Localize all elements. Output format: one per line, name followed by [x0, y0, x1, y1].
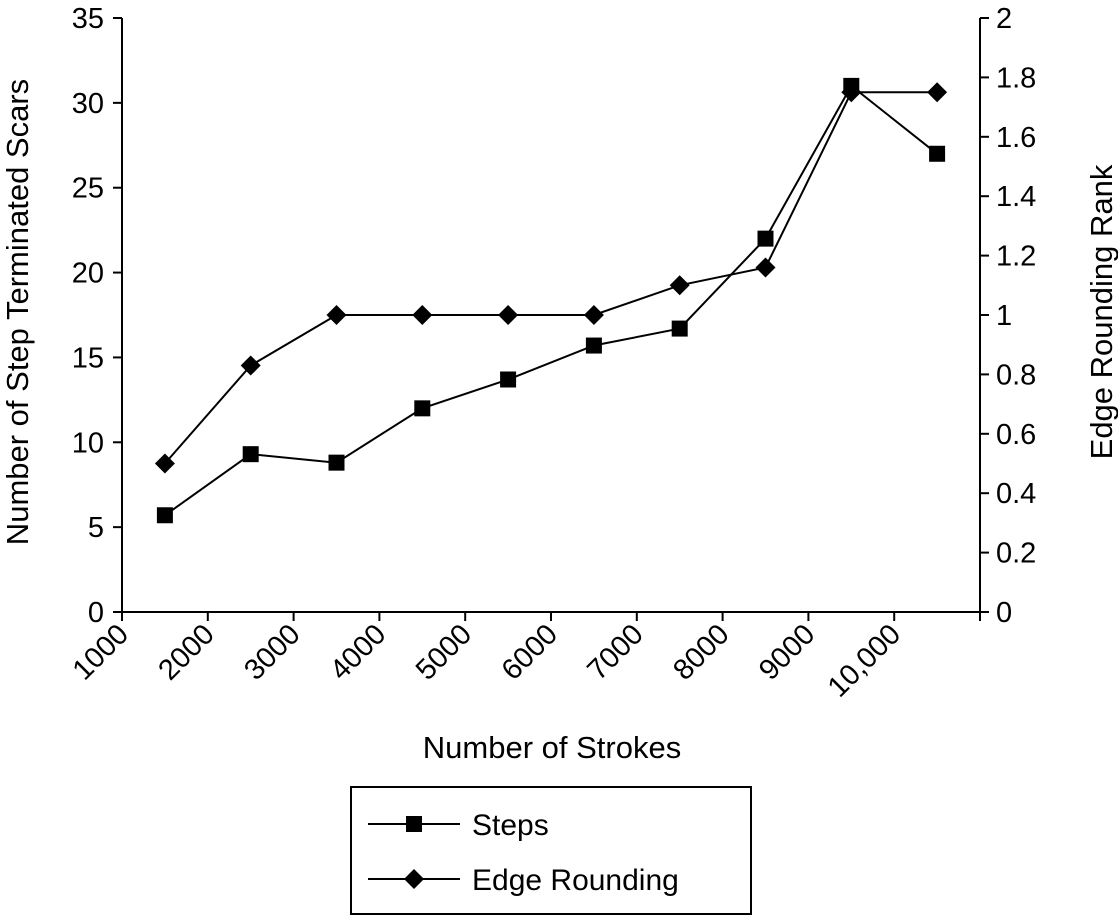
y2-tick-label: 1.4	[996, 181, 1036, 213]
data-point-diamond	[154, 453, 175, 474]
data-point-square	[757, 230, 774, 247]
y2-tick-label: 0	[996, 597, 1012, 629]
data-point-diamond	[404, 869, 424, 889]
x-tick-label: 10,000	[822, 618, 907, 703]
series-line-steps	[164, 84, 938, 517]
y-tick-label: 35	[72, 3, 104, 35]
y-axis-title: Number of Step Terminated Scars	[0, 79, 35, 545]
x-tick-label: 4000	[324, 618, 392, 686]
data-point-diamond	[240, 355, 261, 376]
y-tick-label: 20	[72, 258, 104, 290]
legend: Steps Edge Rounding	[350, 786, 752, 915]
chart-series	[154, 77, 948, 524]
legend-box	[350, 786, 752, 915]
y2-tick-label: 1.6	[996, 122, 1036, 154]
x-tick-label: 9000	[753, 618, 821, 686]
y2-tick-label: 0.8	[996, 359, 1036, 391]
data-point-square	[156, 507, 173, 524]
data-point-square	[328, 454, 345, 471]
x-tick-label: 1000	[67, 618, 135, 686]
y-tick-label: 5	[88, 512, 104, 544]
x-tick-label: 3000	[238, 618, 306, 686]
y2-tick-label: 1.2	[996, 241, 1036, 273]
y-tick-label: 30	[72, 88, 104, 120]
legend-label: Steps	[472, 809, 549, 842]
data-point-diamond	[498, 305, 519, 325]
x-tick-label: 2000	[153, 618, 221, 686]
data-point-square	[585, 337, 602, 354]
x-tick-label: 6000	[496, 618, 564, 686]
data-point-square	[242, 446, 259, 463]
data-point-square	[406, 816, 422, 832]
legend-item-edge-rounding: Edge Rounding	[368, 864, 679, 897]
data-point-diamond	[755, 257, 776, 278]
x-tick-label: 5000	[410, 618, 478, 686]
data-point-diamond	[326, 305, 347, 325]
data-point-diamond	[412, 305, 433, 325]
data-point-square	[671, 320, 688, 337]
legend-label: Edge Rounding	[472, 864, 679, 897]
y-tick-label: 15	[72, 342, 104, 374]
x-tick-label: 7000	[582, 618, 650, 686]
data-point-diamond	[927, 82, 948, 103]
series-edge-rounding	[154, 82, 948, 474]
y2-tick-label: 0.6	[996, 419, 1036, 451]
x-tick-label: 8000	[667, 618, 735, 686]
series-line-edge-rounding	[164, 91, 938, 465]
data-point-square	[414, 400, 431, 417]
y2-tick-label: 0.4	[996, 478, 1036, 510]
y2-tick-label: 1.8	[996, 62, 1036, 94]
x-axis-title: Number of Strokes	[423, 730, 681, 765]
data-point-diamond	[669, 275, 690, 296]
y2-axis-title: Edge Rounding Rank	[1084, 164, 1118, 459]
series-steps	[156, 77, 946, 524]
y-tick-label: 0	[88, 597, 104, 629]
y2-tick-label: 1	[996, 300, 1012, 332]
y-tick-label: 25	[72, 173, 104, 205]
data-point-diamond	[583, 305, 604, 325]
y2-tick-label: 0.2	[996, 538, 1036, 570]
data-point-square	[929, 145, 946, 162]
data-point-square	[500, 371, 517, 388]
data-point-diamond	[841, 82, 862, 103]
chart-axes: 0 5 10 15 20 25 30 35 0 0.2 0.4 0.6 0.8 1 1.2 1.4 1.6 1.8…	[67, 3, 1037, 704]
y-tick-label: 10	[72, 427, 104, 459]
legend-item-steps: Steps	[368, 809, 549, 842]
y2-tick-label: 2	[996, 3, 1012, 35]
